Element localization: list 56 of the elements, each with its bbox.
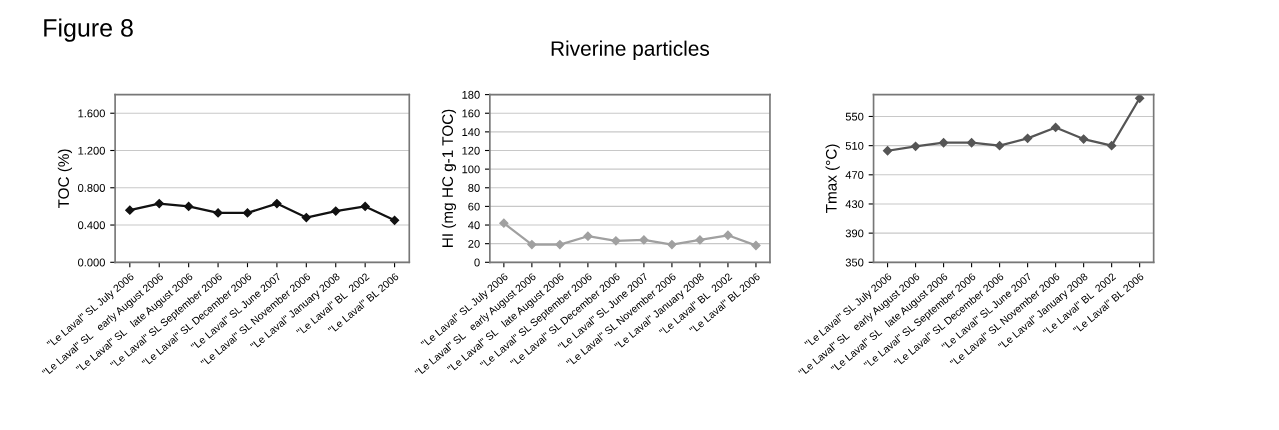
- point: [723, 230, 733, 240]
- y-tick-label: 80: [468, 184, 480, 192]
- point: [272, 198, 282, 209]
- point: [639, 235, 649, 245]
- y-tick-label: 470: [845, 171, 864, 179]
- point: [667, 239, 677, 250]
- y-tick-label: 0.000: [78, 258, 105, 267]
- y-tick-label: 160: [462, 109, 480, 118]
- y-tick-label: 0.400: [78, 221, 105, 230]
- y-tick-label: 180: [462, 90, 480, 99]
- y-axis-title: HI (mg HC g-1 TOC): [441, 109, 457, 247]
- y-tick-label: 390: [845, 229, 864, 238]
- point: [125, 205, 135, 215]
- y-tick-label: 0.800: [78, 184, 105, 192]
- point: [499, 218, 509, 228]
- point: [966, 138, 977, 148]
- point: [331, 206, 341, 216]
- y-tick-label: 40: [468, 221, 480, 230]
- point: [994, 141, 1005, 151]
- point: [360, 201, 370, 212]
- y-tick-label: 120: [462, 146, 480, 155]
- point: [695, 235, 705, 245]
- point: [555, 239, 565, 250]
- y-tick-label: 510: [845, 141, 864, 150]
- y-tick-label: 140: [462, 128, 480, 136]
- caption: Figure 8: [44, 18, 133, 42]
- point: [751, 240, 761, 251]
- chart-title: Riverine particles: [551, 40, 710, 61]
- y-tick-label: 1.200: [78, 146, 105, 155]
- point: [611, 236, 621, 246]
- point: [184, 201, 194, 212]
- point: [301, 212, 311, 223]
- y-tick-label: 430: [845, 200, 864, 209]
- point: [1079, 134, 1089, 144]
- point: [1107, 141, 1117, 151]
- y-axis-title: Tmax (°C): [825, 144, 840, 213]
- point: [583, 231, 593, 241]
- y-tick-label: 20: [468, 239, 480, 248]
- point: [213, 208, 223, 218]
- point: [1050, 122, 1061, 133]
- y-tick-label: 60: [468, 202, 480, 211]
- point: [938, 138, 949, 148]
- point: [910, 141, 921, 151]
- point: [1135, 94, 1145, 103]
- point: [882, 146, 893, 156]
- point: [1022, 133, 1033, 143]
- point: [242, 208, 253, 218]
- point: [154, 198, 164, 209]
- y-tick-label: 1.600: [78, 109, 105, 118]
- point: [389, 215, 400, 225]
- y-axis-title: TOC (%): [57, 149, 73, 209]
- y-tick-label: 100: [462, 165, 480, 174]
- y-tick-label: 0: [474, 258, 480, 267]
- y-tick-label: 550: [845, 112, 864, 121]
- point: [527, 239, 537, 250]
- y-tick-label: 350: [845, 258, 864, 267]
